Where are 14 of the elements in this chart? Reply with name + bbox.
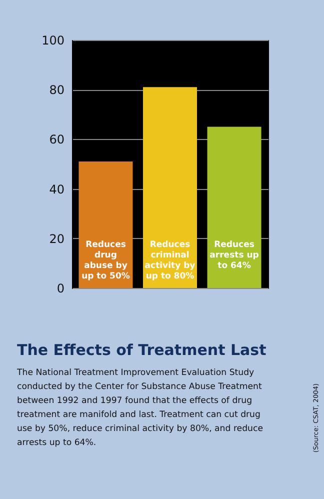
y-tick-label: 100 [42,34,64,48]
y-tick-label: 20 [49,232,64,246]
bar [143,87,197,288]
data-label: Reduces drug abuse by up to 50% [82,240,130,282]
data-label: Reduces criminal activity by up to 80% [144,240,196,282]
y-tick-label: 80 [49,83,64,98]
data-label: Reduces arrests up to 64% [210,240,259,271]
y-tick-label: 40 [49,182,64,196]
y-tick-label: 0 [56,282,64,296]
text: The Effects of Treatment Last [17,341,266,359]
y-tick-label: 60 [49,132,64,147]
bar [207,126,262,288]
bar [78,162,133,288]
text: The National Treatment Improvement Evaluation Study conducted by the Center for Substance Abuse Treatment between 1992 and 1997 found that the effects of drug treatment are manifold and last. Treatment can cut drug use by 50%, reduce criminal activity by 80%, and reduce arrests up to 64%. [16,368,263,448]
